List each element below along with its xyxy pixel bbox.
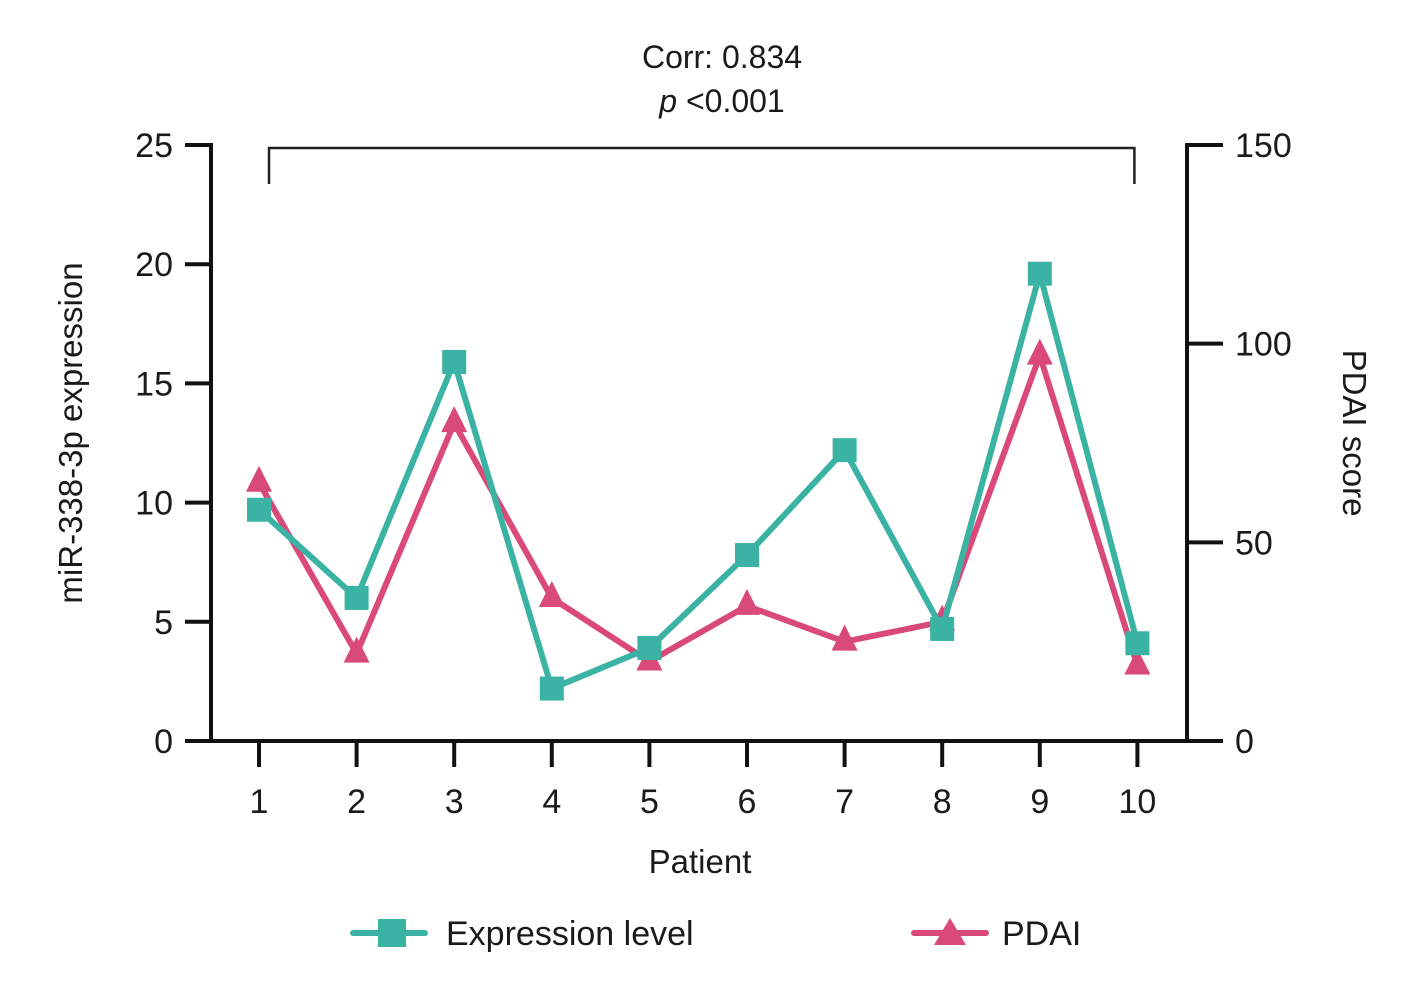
data-point-triangle [831, 624, 858, 651]
legend-label-pdai: PDAI [1002, 915, 1081, 953]
data-point-square [539, 676, 564, 701]
x-tick-label: 5 [640, 783, 659, 821]
p-value-symbol: p [658, 83, 677, 119]
legend-triangle-marker [934, 918, 966, 945]
p-value-text: <0.001 [677, 83, 785, 119]
y-left-tick-label: 15 [135, 365, 173, 403]
series-line-expression-level [256, 262, 1141, 693]
data-point-square [1027, 261, 1052, 286]
y-left-tick-label: 0 [154, 723, 173, 761]
y-axis-right-title: PDAI score [1336, 350, 1373, 517]
p-value-label: p <0.001 [658, 83, 784, 119]
x-tick-label: 10 [1118, 783, 1156, 821]
legend: Expression level PDAI [350, 915, 1081, 953]
y-right-tick-label: 100 [1235, 326, 1292, 364]
data-point-triangle [246, 465, 272, 492]
data-point-triangle [441, 406, 468, 433]
data-point-triangle [538, 580, 565, 607]
data-point-square [344, 585, 369, 610]
data-point-square [637, 636, 662, 661]
data-point-triangle [734, 588, 760, 615]
x-tick-label: 6 [738, 783, 757, 821]
y-right-tick-label: 150 [1235, 127, 1292, 165]
significance-bracket [267, 146, 1136, 184]
x-tick-label: 8 [933, 783, 952, 821]
series-layer [246, 261, 1151, 701]
x-tick-label: 9 [1030, 783, 1049, 821]
x-tick-label: 3 [445, 783, 464, 821]
x-tick-label: 4 [542, 783, 561, 821]
data-point-square [735, 543, 759, 568]
y-left-tick-label: 25 [135, 127, 173, 165]
data-point-square [442, 349, 467, 374]
y-axis-left-title: miR-338-3p expression [52, 262, 89, 603]
y-left-tick-label: 10 [135, 485, 173, 523]
x-tick-label: 1 [250, 783, 269, 821]
data-point-triangle [343, 636, 370, 663]
axes: 0 5 10 15 20 25 0 50 100 150 1 2 3 4 5 6 7 8 9 10 [135, 127, 1292, 821]
x-axis-title: Patient [649, 843, 752, 880]
correlation-label: Corr: 0.834 [642, 39, 802, 75]
legend-label-expression: Expression level [446, 915, 694, 953]
data-point-square [832, 438, 857, 463]
y-left-tick-label: 5 [154, 604, 173, 642]
data-point-triangle [1026, 338, 1053, 365]
legend-item-expression-level: Expression level [350, 915, 694, 953]
data-point-square [247, 497, 271, 522]
x-tick-label: 2 [347, 783, 366, 821]
x-tick-label: 7 [835, 783, 854, 821]
legend-square-marker [378, 919, 406, 947]
data-point-triangle [1124, 648, 1151, 675]
legend-item-pdai: PDAI [911, 915, 1081, 953]
series-line-pdai [256, 346, 1141, 667]
y-right-tick-label: 0 [1235, 723, 1254, 761]
data-point-square [1125, 631, 1150, 656]
y-left-tick-label: 20 [135, 246, 173, 284]
y-right-tick-label: 50 [1235, 524, 1273, 562]
data-point-square [930, 616, 955, 641]
